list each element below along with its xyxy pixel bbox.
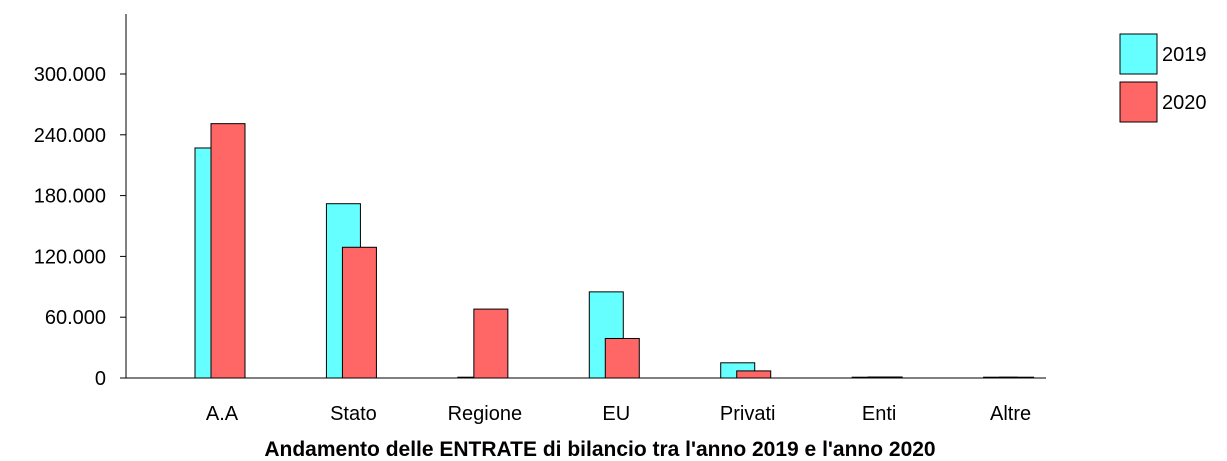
category-label: Regione bbox=[448, 403, 523, 425]
bars bbox=[194, 123, 1035, 379]
chart-title: Andamento delle ENTRATE di bilancio tra … bbox=[264, 438, 935, 461]
y-tick-label: 300.000 bbox=[34, 64, 106, 86]
category-labels: A.A Stato Regione EU Privati Enti Altre bbox=[206, 403, 1031, 425]
legend: 2019 2020 bbox=[1119, 33, 1207, 123]
y-tick-label: 240.000 bbox=[34, 125, 106, 147]
category-label: Altre bbox=[990, 403, 1031, 425]
category-label: EU bbox=[602, 403, 630, 425]
legend-label: 2019 bbox=[1162, 44, 1207, 66]
y-tick-label: 120.000 bbox=[34, 246, 106, 268]
bar-2020-altre bbox=[999, 376, 1035, 379]
y-tick-label: 60.000 bbox=[45, 307, 106, 329]
category-label: Enti bbox=[862, 403, 896, 425]
bar-2020-enti bbox=[867, 376, 903, 379]
bar-2020-eu bbox=[604, 337, 640, 379]
y-tick-label: 180.000 bbox=[34, 186, 106, 208]
legend-swatch-2019 bbox=[1119, 33, 1158, 75]
legend-swatch-2020 bbox=[1119, 81, 1158, 123]
category-label: Stato bbox=[330, 403, 377, 425]
bar-2020-privati bbox=[736, 370, 772, 379]
category-label: A.A bbox=[206, 403, 239, 425]
bar-2020-stato bbox=[341, 246, 377, 379]
category-label: Privati bbox=[720, 403, 776, 425]
y-tick-label: 0 bbox=[95, 368, 106, 390]
bar-2020-regione bbox=[473, 308, 509, 379]
legend-label: 2020 bbox=[1162, 92, 1207, 114]
y-ticks: 0 60.000 120.000 180.000 240.000 300.000 bbox=[34, 64, 126, 390]
axes bbox=[125, 14, 1046, 379]
bar-2020-a-a bbox=[210, 123, 246, 379]
